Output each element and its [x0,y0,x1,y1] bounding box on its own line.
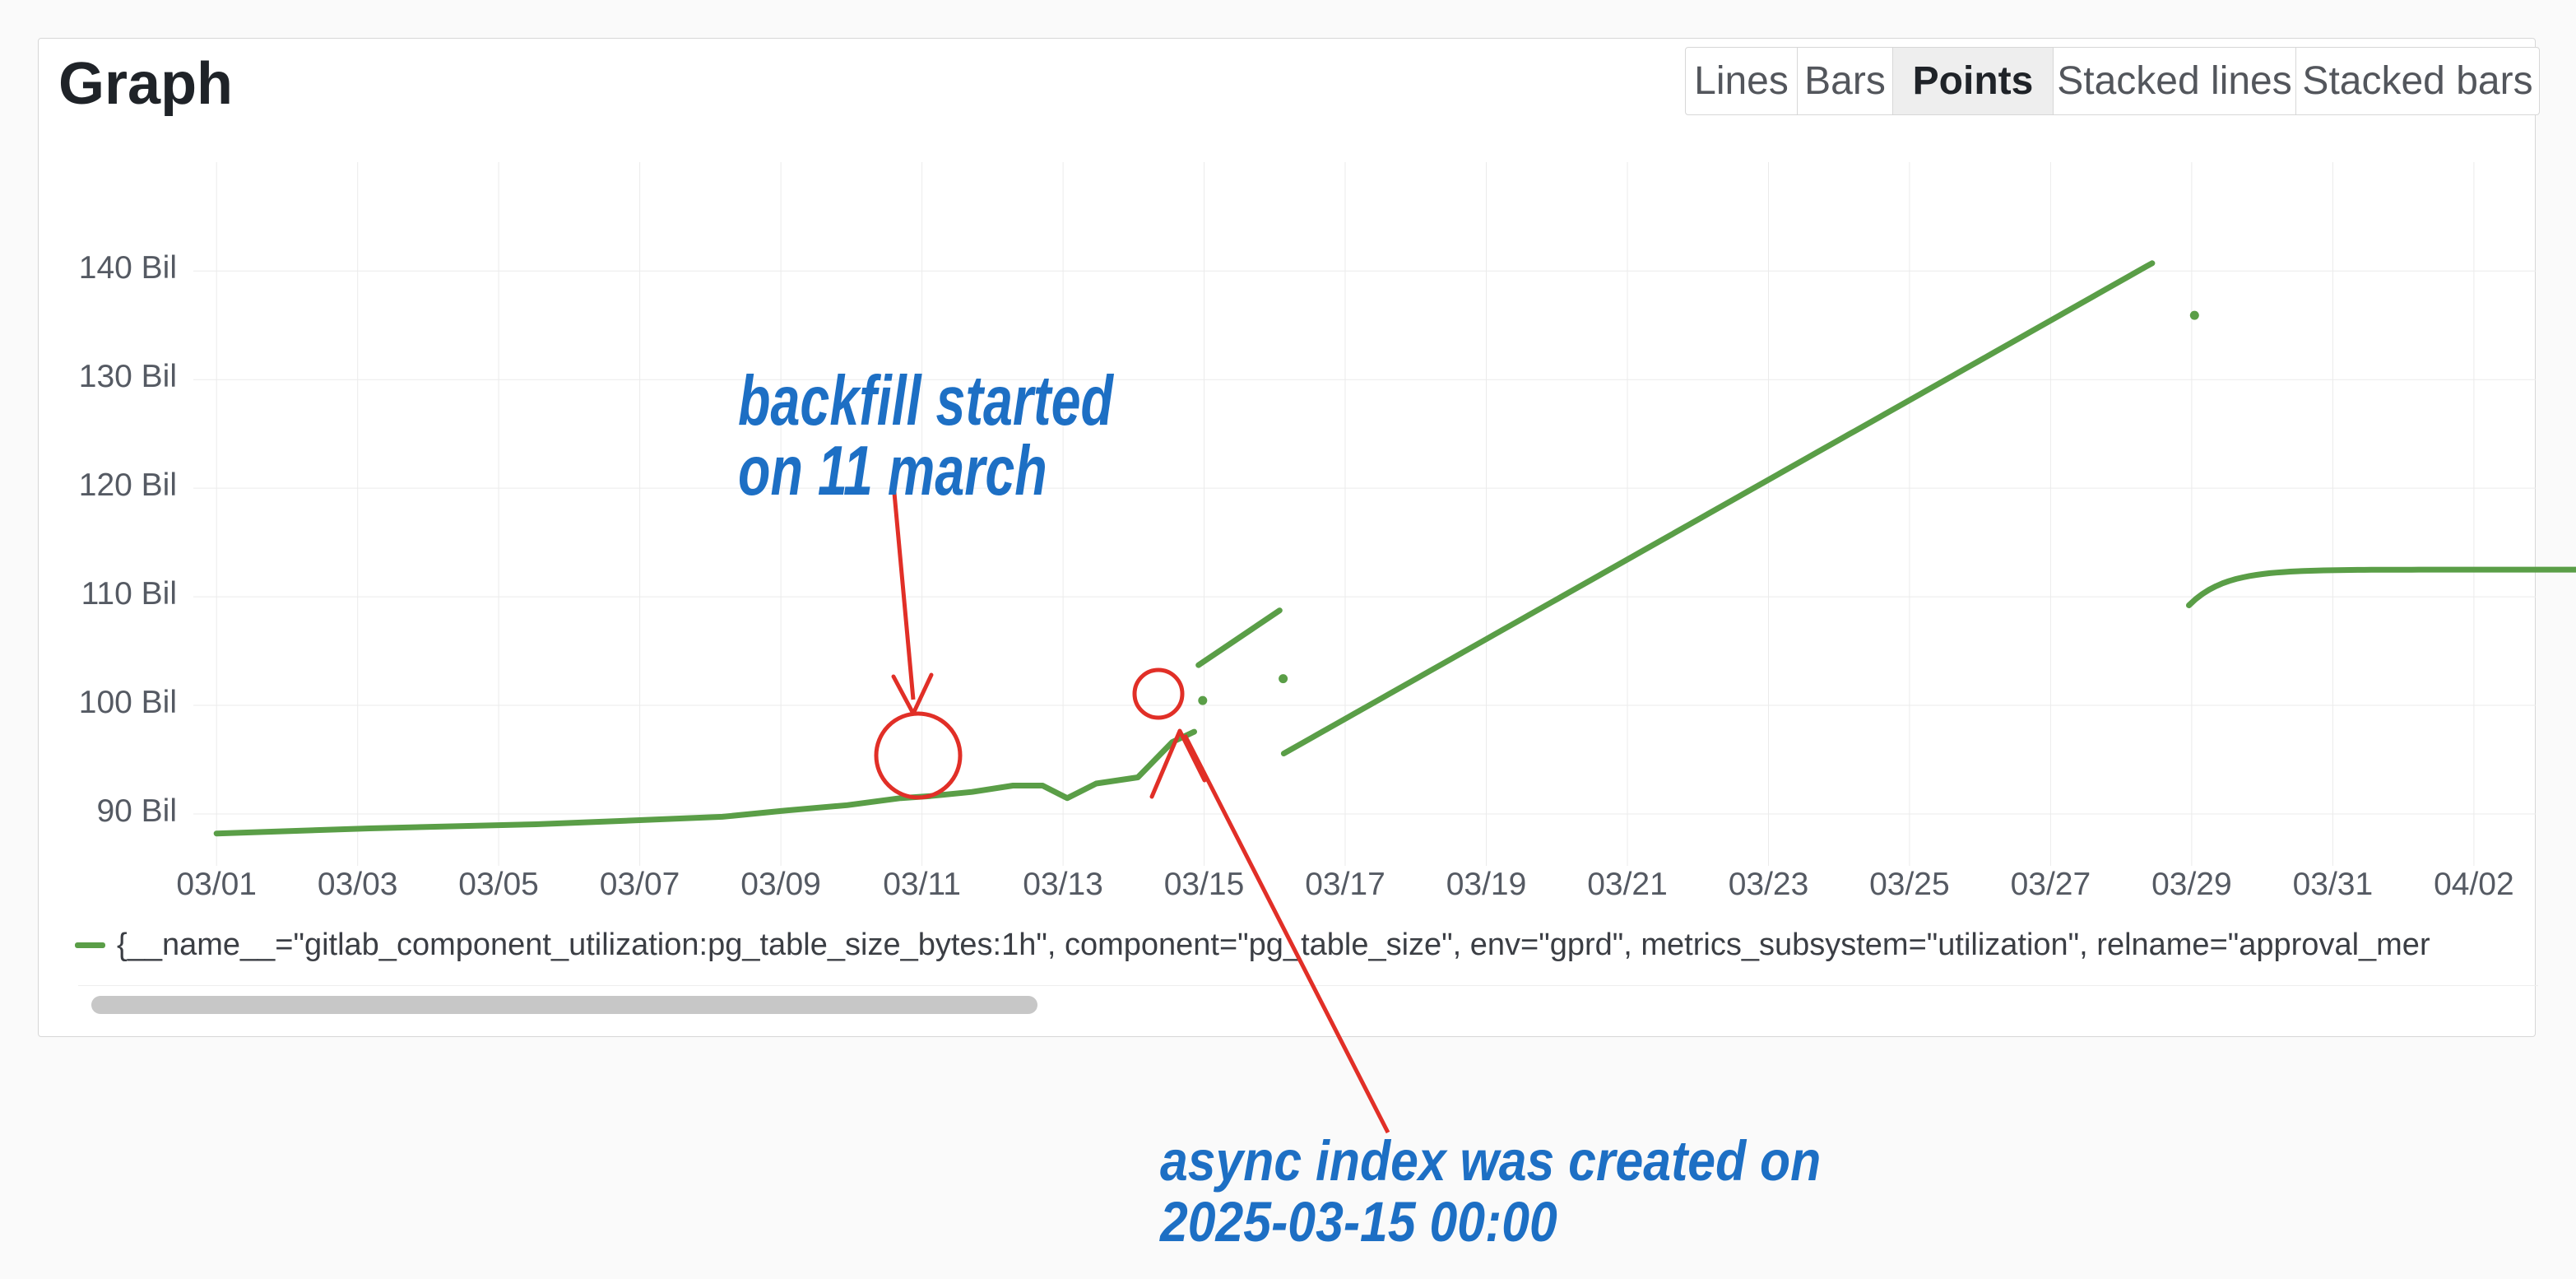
svg-text:120 Bil: 120 Bil [79,467,177,503]
svg-text:130 Bil: 130 Bil [79,359,177,394]
svg-text:90 Bil: 90 Bil [96,793,177,829]
svg-text:03/27: 03/27 [2011,867,2091,902]
svg-text:03/11: 03/11 [883,867,961,902]
svg-text:03/31: 03/31 [2293,867,2374,902]
svg-text:03/09: 03/09 [740,867,821,902]
svg-text:03/07: 03/07 [600,867,680,902]
svg-text:03/19: 03/19 [1446,867,1527,902]
svg-text:03/21: 03/21 [1587,867,1668,902]
svg-text:03/05: 03/05 [458,867,539,902]
svg-text:03/23: 03/23 [1729,867,1809,902]
svg-text:04/02: 04/02 [2434,867,2514,902]
svg-text:03/03: 03/03 [318,867,398,902]
svg-text:100 Bil: 100 Bil [79,685,177,720]
svg-text:03/25: 03/25 [1869,867,1950,902]
svg-text:03/13: 03/13 [1023,867,1103,902]
svg-text:03/17: 03/17 [1305,867,1385,902]
svg-text:03/01: 03/01 [176,867,257,902]
svg-text:03/15: 03/15 [1164,867,1245,902]
svg-text:140 Bil: 140 Bil [79,250,177,286]
svg-text:110 Bil: 110 Bil [81,576,177,612]
svg-text:03/29: 03/29 [2151,867,2232,902]
